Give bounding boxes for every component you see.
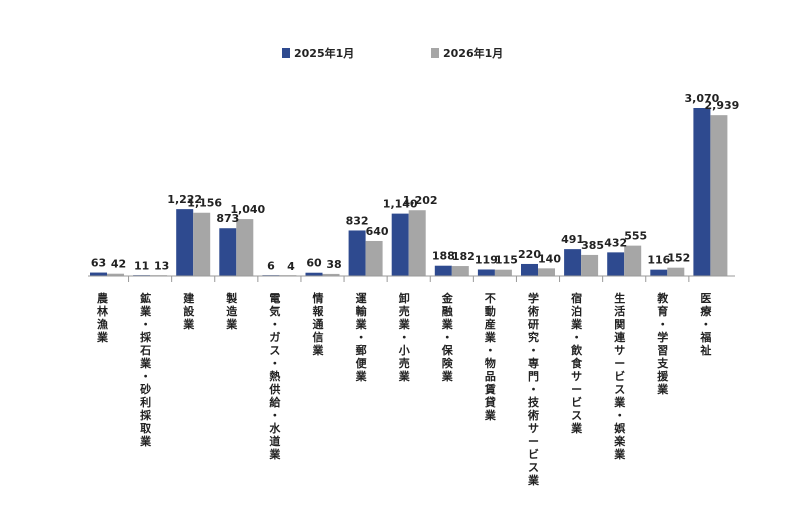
bar-s0-c3: [219, 228, 237, 276]
legend-label-1: 2026年1月: [443, 46, 503, 60]
category-label-13: 教育・学習支援業: [656, 291, 669, 396]
bar-s1-c7: [408, 210, 426, 276]
category-label-9: 不動産業・物品賃貸業: [484, 292, 497, 422]
bar-s1-c14: [710, 115, 728, 276]
category-label-3: 製造業: [225, 291, 238, 331]
bar-s0-c5: [305, 272, 323, 276]
bar-s1-c3: [236, 219, 254, 276]
value-label-s0-c11: 491: [561, 233, 584, 246]
value-label-s0-c5: 60: [306, 257, 322, 270]
value-label-s1-c12: 555: [624, 230, 647, 243]
value-label-s1-c6: 640: [366, 225, 389, 238]
value-label-s0-c10: 220: [518, 248, 541, 261]
value-label-s0-c3: 873: [216, 212, 239, 225]
value-label-s1-c10: 140: [538, 252, 561, 265]
bar-s0-c0: [90, 272, 107, 276]
value-label-s0-c8: 188: [432, 250, 455, 263]
category-label-6: 運輸業・郵便業: [355, 292, 368, 383]
value-label-s0-c4: 6: [267, 260, 275, 273]
value-label-s0-c2: 1,222: [167, 193, 202, 206]
bar-s1-c11: [581, 254, 599, 276]
category-label-11: 宿泊業・飲食サービス業: [570, 291, 583, 435]
bar-s0-c11: [564, 249, 582, 276]
value-label-s1-c3: 1,040: [230, 203, 265, 216]
bar-s1-c12: [624, 245, 642, 276]
bar-s0-c10: [521, 263, 538, 276]
value-label-s0-c6: 832: [346, 214, 369, 227]
bar-s1-c8: [451, 266, 469, 276]
value-label-s1-c11: 385: [581, 239, 604, 252]
bar-s1-c5: [322, 273, 340, 276]
value-label-s0-c12: 432: [604, 236, 627, 249]
value-label-s1-c0: 42: [111, 258, 126, 271]
value-label-s1-c7: 1,202: [403, 194, 438, 207]
bar-s1-c13: [667, 267, 685, 276]
value-label-s1-c13: 152: [667, 252, 690, 265]
value-label-s1-c1: 13: [154, 259, 169, 272]
category-label-8: 金融業・保険業: [441, 291, 454, 383]
value-label-s1-c14: 2,939: [705, 99, 740, 112]
category-label-7: 卸売業・小売業: [398, 291, 411, 383]
bar-s1-c10: [538, 268, 555, 276]
value-label-s1-c4: 4: [287, 260, 295, 273]
value-label-s0-c7: 1,140: [383, 198, 418, 211]
value-label-s1-c9: 115: [495, 254, 518, 267]
category-label-0: 農林漁業: [96, 291, 109, 344]
bar-s1-c6: [365, 240, 383, 276]
category-label-2: 建設業: [182, 291, 195, 331]
bar-s0-c7: [391, 213, 409, 276]
value-label-s0-c14: 3,070: [685, 92, 720, 105]
value-label-s1-c5: 38: [326, 258, 341, 271]
category-label-10: 学術研究・専門・技術サービス業: [527, 291, 540, 487]
category-label-4: 電気・ガス・熱供給・水道業: [268, 292, 281, 461]
value-label-s0-c9: 119: [475, 253, 498, 266]
value-label-s0-c13: 116: [647, 254, 670, 267]
value-label-s1-c8: 182: [452, 250, 475, 263]
legend-swatch-1: [431, 48, 439, 58]
legend-swatch-0: [282, 48, 290, 58]
bar-s0-c8: [434, 265, 452, 276]
value-label-s0-c0: 63: [91, 257, 106, 270]
category-label-14: 医療・福祉: [699, 292, 712, 357]
bar-s1-c0: [107, 273, 124, 276]
bar-s1-c2: [193, 212, 211, 276]
value-label-s1-c2: 1,156: [187, 197, 222, 210]
bar-s0-c9: [477, 269, 495, 276]
bar-s0-c6: [348, 230, 366, 276]
legend-label-0: 2025年1月: [294, 46, 354, 60]
bar-s0-c14: [693, 108, 711, 276]
value-label-s0-c1: 11: [134, 259, 149, 272]
bar-s0-c2: [176, 209, 194, 276]
category-label-12: 生活関連サービス業・娯楽業: [613, 291, 626, 461]
category-label-1: 鉱業・採石業・砂利採取業: [139, 291, 152, 448]
bar-s0-c13: [650, 269, 668, 276]
bar-s0-c12: [607, 252, 625, 276]
bar-s1-c9: [494, 269, 512, 276]
category-label-5: 情報通信業: [312, 291, 325, 357]
